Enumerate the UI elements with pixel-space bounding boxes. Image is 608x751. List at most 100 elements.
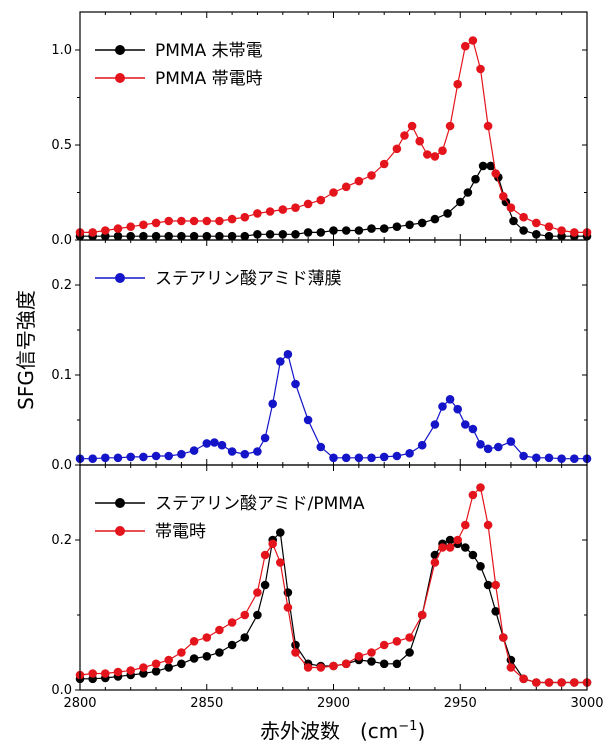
data-point bbox=[379, 640, 389, 650]
data-point bbox=[509, 216, 518, 226]
y-tick-label-bottom: 0.2 bbox=[51, 533, 72, 548]
y-tick-label-middle: 0.0 bbox=[51, 458, 72, 473]
legend-label: PMMA 帯電時 bbox=[155, 69, 263, 89]
x-tick-label: 3000 bbox=[570, 696, 603, 711]
data-point bbox=[544, 222, 554, 231]
data-point bbox=[570, 678, 579, 687]
data-point bbox=[278, 205, 288, 214]
data-point bbox=[164, 216, 173, 226]
data-point bbox=[88, 669, 97, 678]
data-point bbox=[354, 652, 364, 661]
data-point bbox=[265, 207, 275, 216]
data-point bbox=[283, 603, 293, 612]
data-point bbox=[291, 203, 300, 212]
data-point bbox=[227, 618, 237, 627]
x-tick-label: 2800 bbox=[63, 696, 96, 711]
data-point bbox=[291, 379, 300, 389]
data-point bbox=[461, 41, 470, 51]
series-line-bottom-1 bbox=[79, 486, 587, 684]
data-point bbox=[417, 218, 427, 228]
data-point bbox=[438, 146, 447, 155]
data-point bbox=[189, 637, 199, 646]
data-point bbox=[483, 121, 493, 131]
data-point bbox=[392, 637, 402, 646]
legend-label: ステアリン酸アミド/PMMA bbox=[155, 494, 365, 514]
data-point bbox=[88, 454, 97, 464]
data-point bbox=[445, 535, 455, 545]
data-point bbox=[506, 437, 516, 446]
data-point bbox=[151, 231, 161, 241]
data-point bbox=[260, 550, 270, 560]
data-point bbox=[164, 231, 173, 241]
data-point bbox=[400, 131, 409, 140]
data-point bbox=[227, 214, 237, 224]
panel-bottom: 0.0 0.2 ステアリン酸アミド/PMMA 帯電時 bbox=[51, 464, 592, 698]
legend-label: PMMA 未帯電 bbox=[155, 41, 263, 61]
data-point bbox=[407, 121, 417, 131]
data-point bbox=[101, 226, 110, 235]
data-point bbox=[303, 415, 313, 425]
data-point bbox=[453, 79, 463, 89]
data-point bbox=[303, 228, 313, 237]
data-point bbox=[392, 659, 402, 669]
legend-marker bbox=[115, 498, 125, 508]
panel-top: 0.0 0.5 1.0 PMMA 未帯電 PMMA 帯電時 bbox=[51, 11, 592, 248]
data-point bbox=[367, 224, 376, 233]
data-point bbox=[486, 161, 496, 171]
data-point bbox=[126, 666, 135, 675]
data-point bbox=[240, 231, 250, 241]
data-point bbox=[202, 652, 212, 661]
data-point bbox=[461, 520, 470, 530]
legend-middle: ステアリン酸アミド薄膜 bbox=[95, 269, 342, 289]
series-bottom-1 bbox=[75, 483, 592, 687]
data-point bbox=[453, 404, 463, 414]
x-axis: 2800 2850 2900 2950 3000 bbox=[63, 696, 603, 711]
data-point bbox=[126, 222, 135, 231]
data-point bbox=[544, 453, 554, 463]
data-point bbox=[253, 447, 262, 456]
data-point bbox=[276, 357, 285, 366]
data-point bbox=[483, 580, 493, 590]
data-point bbox=[476, 562, 485, 571]
data-point bbox=[392, 144, 402, 154]
data-point bbox=[341, 659, 351, 669]
data-point bbox=[499, 192, 508, 201]
data-point bbox=[476, 440, 485, 449]
data-point bbox=[430, 152, 440, 161]
data-point bbox=[189, 654, 199, 663]
data-point bbox=[379, 452, 389, 462]
data-point bbox=[202, 216, 212, 226]
series-middle-0 bbox=[75, 350, 592, 464]
data-point bbox=[253, 610, 262, 620]
data-point bbox=[283, 350, 293, 359]
data-point bbox=[367, 657, 376, 666]
data-point bbox=[405, 449, 414, 458]
data-point bbox=[139, 231, 148, 241]
data-point bbox=[164, 663, 173, 672]
data-point bbox=[405, 648, 414, 657]
x-axis-unit-close: ) bbox=[417, 719, 425, 743]
data-point bbox=[468, 36, 478, 45]
data-point bbox=[189, 231, 199, 241]
data-point bbox=[139, 669, 148, 678]
data-point bbox=[215, 625, 224, 635]
data-point bbox=[456, 197, 465, 207]
legend-marker bbox=[115, 73, 125, 83]
data-point bbox=[276, 528, 285, 537]
data-point bbox=[392, 222, 402, 231]
data-point bbox=[494, 442, 503, 452]
data-point bbox=[215, 216, 224, 226]
data-point bbox=[468, 490, 478, 500]
data-point bbox=[316, 228, 326, 237]
data-point bbox=[379, 159, 389, 169]
data-point bbox=[461, 543, 470, 552]
data-point bbox=[240, 449, 250, 459]
data-point bbox=[468, 424, 478, 434]
y-tick-label-top: 1.0 bbox=[51, 43, 72, 58]
data-point bbox=[506, 663, 516, 672]
data-point bbox=[151, 451, 161, 461]
data-point bbox=[392, 451, 402, 461]
data-point bbox=[202, 439, 212, 448]
data-point bbox=[570, 228, 579, 237]
data-point bbox=[354, 176, 364, 186]
